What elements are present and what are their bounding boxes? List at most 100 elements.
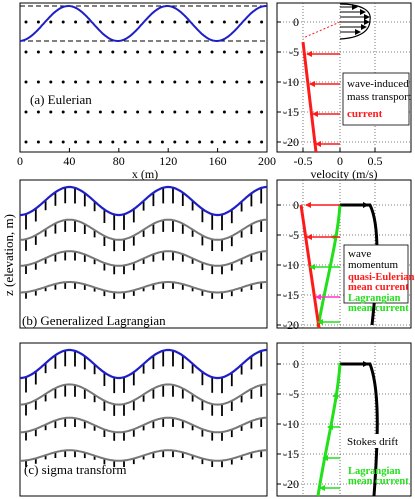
grid-point bbox=[185, 80, 189, 84]
grid-point bbox=[74, 80, 78, 84]
grid-point bbox=[210, 80, 214, 84]
panel-b-frame bbox=[19, 179, 268, 329]
y-tick-label: -15 bbox=[283, 105, 299, 119]
y-tick-label: -5 bbox=[289, 45, 299, 59]
right-b-arrows bbox=[305, 202, 369, 325]
grid-point bbox=[185, 20, 189, 24]
lagrangian-profile-b bbox=[316, 203, 342, 329]
grid-point bbox=[74, 50, 78, 54]
grid-point bbox=[136, 20, 140, 24]
grid-point bbox=[98, 110, 102, 114]
grid-point bbox=[185, 50, 189, 54]
right-c-y-ticks: 0 -5 -10 -15 -20 bbox=[277, 357, 299, 491]
surface-wave-c bbox=[20, 348, 267, 380]
y-tick-label: -20 bbox=[283, 477, 299, 491]
grid-point bbox=[98, 50, 102, 54]
y-tick-label: -5 bbox=[289, 228, 299, 242]
grid-point bbox=[235, 20, 239, 24]
legend-lagrangian-b-1: Lagrangian bbox=[348, 293, 401, 304]
grid-point bbox=[98, 140, 102, 144]
grid-point bbox=[36, 140, 40, 144]
grid-point bbox=[123, 140, 127, 144]
y-tick-label: -10 bbox=[283, 417, 299, 431]
x-tick-label: 0.5 bbox=[368, 154, 383, 168]
grid-point bbox=[136, 80, 140, 84]
stokes-label-bg bbox=[344, 434, 408, 448]
x-tick-label: 160 bbox=[209, 154, 227, 168]
panel-a-frame bbox=[19, 2, 268, 153]
panel-a: (a) Eulerian 0 40 80 120 160 200 x (m) bbox=[17, 2, 276, 181]
right-panel-c: 0 -5 -10 -15 -20 Stokes drift Lagrangian mea… bbox=[276, 342, 412, 497]
legend-current: current bbox=[347, 108, 383, 120]
grid-point bbox=[98, 20, 102, 24]
current-profile bbox=[301, 41, 318, 153]
grid-point bbox=[49, 80, 53, 84]
grid-point bbox=[74, 140, 78, 144]
grid-point bbox=[49, 110, 53, 114]
grid-point bbox=[74, 110, 78, 114]
legend-lagrangian-c-2: mean current bbox=[348, 476, 409, 487]
grid-point bbox=[36, 110, 40, 114]
x-tick-label: 40 bbox=[63, 154, 75, 168]
grid-point bbox=[198, 20, 202, 24]
grid-point bbox=[198, 50, 202, 54]
grid-point bbox=[111, 110, 115, 114]
grid-point bbox=[247, 140, 251, 144]
grid-point bbox=[24, 140, 28, 144]
grid-point bbox=[49, 50, 53, 54]
grid-point bbox=[247, 110, 251, 114]
y-tick-label: -10 bbox=[283, 258, 299, 272]
grid-point bbox=[148, 50, 152, 54]
legend-mass-transport-2: mass transport bbox=[347, 91, 411, 103]
panel-a-xlabel: x (m) bbox=[132, 167, 158, 181]
grid-point bbox=[222, 110, 226, 114]
grid-point bbox=[136, 110, 140, 114]
grid-point bbox=[148, 80, 152, 84]
sigma-displacements bbox=[25, 350, 263, 468]
mean-surface-line bbox=[20, 281, 267, 294]
grid-point bbox=[24, 80, 28, 84]
y-tick-label: -10 bbox=[283, 75, 299, 89]
grid-point bbox=[210, 50, 214, 54]
legend-lagrangian-c-1: Lagrangian bbox=[348, 466, 401, 477]
eulerian-grid-points bbox=[24, 20, 264, 144]
grid-point bbox=[173, 20, 177, 24]
right-panel-a: 0 -5 -10 -15 -20 wave-induced mass transport… bbox=[276, 2, 412, 181]
right-c-frame bbox=[276, 342, 412, 497]
grid-point bbox=[148, 20, 152, 24]
grid-point bbox=[235, 50, 239, 54]
grid-point bbox=[111, 80, 115, 84]
grid-point bbox=[86, 80, 90, 84]
grid-point bbox=[86, 50, 90, 54]
legend-wave: wave bbox=[348, 248, 371, 260]
grid-point bbox=[222, 50, 226, 54]
right-b-frame bbox=[276, 179, 412, 329]
mean-surface-line bbox=[19, 250, 268, 267]
grid-point bbox=[185, 140, 189, 144]
grid-point bbox=[61, 110, 65, 114]
right-a-x-ticks: -0.5 0 0.5 bbox=[294, 148, 383, 168]
grid-point bbox=[198, 140, 202, 144]
legend-mass-transport-1: wave-induced bbox=[347, 78, 409, 90]
grid-point bbox=[260, 110, 264, 114]
current-arrows bbox=[306, 51, 340, 147]
panel-a-x-ticks: 0 40 80 120 160 200 bbox=[17, 148, 276, 168]
grid-point bbox=[260, 80, 264, 84]
grid-point bbox=[74, 20, 78, 24]
panel-b: (b) Generalized Lagrangian bbox=[19, 179, 268, 329]
grid-point bbox=[49, 140, 53, 144]
current-surface-link bbox=[302, 21, 341, 39]
grid-point bbox=[86, 140, 90, 144]
y-tick-label: 0 bbox=[293, 357, 299, 371]
right-c-arrows bbox=[319, 361, 369, 491]
panel-c-frame bbox=[19, 342, 268, 497]
grid-point bbox=[61, 80, 65, 84]
grid-point bbox=[247, 20, 251, 24]
surface-wave-a bbox=[19, 5, 267, 42]
grid-point bbox=[260, 140, 264, 144]
grid-point bbox=[123, 50, 127, 54]
panel-c-label: (c) sigma transform bbox=[24, 462, 127, 477]
grid-point bbox=[24, 50, 28, 54]
grid-point bbox=[36, 80, 40, 84]
